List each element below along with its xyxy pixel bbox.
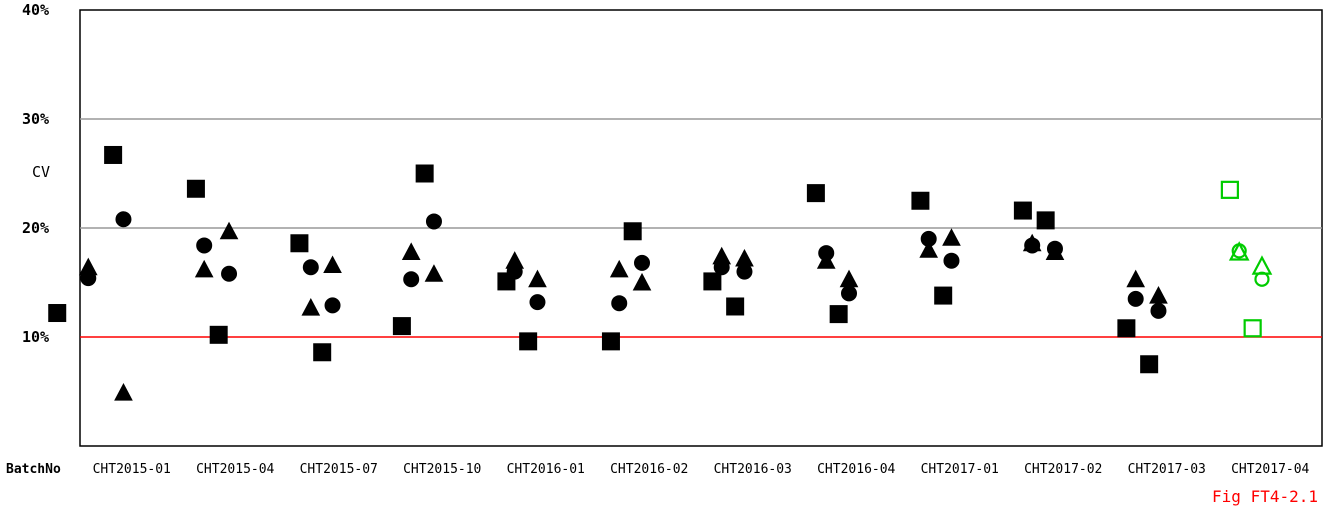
point-triangle: [114, 383, 133, 401]
figure-label: Fig FT4-2.1: [1212, 487, 1318, 506]
point-circle: [634, 254, 651, 271]
point-circle: [611, 295, 628, 312]
grid-lines: [80, 118, 1322, 229]
point-triangle: [632, 272, 652, 291]
point-square: [1036, 211, 1055, 230]
point-triangle: [816, 251, 836, 269]
point-square: [186, 179, 205, 198]
point-triangle: [712, 246, 732, 265]
category-label: CHT2017-02: [1024, 462, 1102, 477]
point-triangle: [942, 228, 961, 246]
point-square: [911, 191, 930, 210]
point-square: [48, 304, 67, 323]
category-label: CHT2017-04: [1231, 462, 1309, 477]
point-triangle: [839, 269, 859, 288]
point-circle: [221, 265, 238, 282]
point-triangle: [609, 259, 629, 278]
point-circle: [529, 294, 546, 311]
point-triangle: [78, 257, 98, 276]
point-circle: [302, 259, 319, 276]
point-square: [1243, 319, 1262, 338]
y-tick-label: 10%: [22, 328, 49, 346]
point-square: [209, 325, 228, 344]
point-square: [1140, 355, 1159, 374]
point-square: [519, 332, 538, 351]
point-circle: [1150, 302, 1167, 319]
point-square: [1117, 319, 1136, 338]
category-label: CHT2017-01: [921, 462, 999, 477]
point-triangle: [301, 298, 321, 316]
point-circle: [115, 211, 132, 228]
point-triangle: [194, 259, 214, 278]
point-square: [726, 297, 745, 316]
point-triangle: [919, 240, 939, 258]
point-triangle: [323, 255, 342, 274]
point-square: [290, 234, 309, 253]
point-triangle: [528, 269, 547, 288]
point-square: [623, 222, 642, 241]
category-label: CHT2015-07: [300, 462, 378, 477]
point-square: [934, 286, 953, 305]
y-tick-labels: 10% 20% 30% 40%: [22, 1, 49, 346]
point-circle: [403, 271, 420, 288]
point-triangle: [1228, 241, 1250, 261]
category-label: CHT2016-02: [610, 462, 688, 477]
point-square: [392, 317, 411, 336]
point-triangle: [1149, 286, 1168, 304]
point-square: [829, 305, 848, 324]
y-tick-label: 20%: [22, 219, 49, 237]
y-axis-label: CV: [32, 163, 50, 181]
category-label: CHT2016-04: [817, 462, 895, 477]
point-triangle: [505, 251, 525, 269]
point-triangle: [1022, 233, 1042, 252]
point-circle: [943, 252, 960, 269]
y-tick-label: 40%: [22, 1, 49, 19]
point-triangle: [1251, 255, 1273, 275]
category-label: CHT2015-01: [93, 462, 171, 477]
point-circle: [425, 213, 442, 230]
data-points: [48, 145, 1273, 401]
point-circle: [841, 285, 858, 302]
category-label: CHT2015-04: [196, 462, 274, 477]
point-triangle: [1126, 269, 1146, 288]
point-circle: [196, 237, 213, 254]
category-label: CHT2016-03: [714, 462, 792, 477]
point-square: [601, 332, 620, 351]
point-square: [1220, 180, 1239, 199]
category-label: CHT2017-03: [1128, 462, 1206, 477]
x-axis-label: BatchNo: [6, 462, 61, 477]
point-triangle: [219, 221, 239, 240]
point-square: [313, 343, 332, 362]
point-triangle: [735, 248, 754, 267]
category-label: CHT2015-10: [403, 462, 481, 477]
point-triangle: [424, 264, 444, 282]
point-circle: [1127, 290, 1144, 307]
point-square: [415, 164, 434, 183]
point-triangle: [1045, 242, 1065, 260]
category-labels: CHT2015-01 CHT2015-04 CHT2015-07 CHT2015-10…: [93, 462, 1310, 477]
y-tick-label: 30%: [22, 110, 49, 128]
point-square: [806, 184, 825, 203]
point-square: [1013, 201, 1032, 220]
point-circle: [324, 297, 341, 314]
point-triangle: [401, 242, 421, 260]
category-label: CHT2016-01: [507, 462, 585, 477]
point-square: [703, 272, 722, 291]
point-square: [104, 145, 123, 164]
